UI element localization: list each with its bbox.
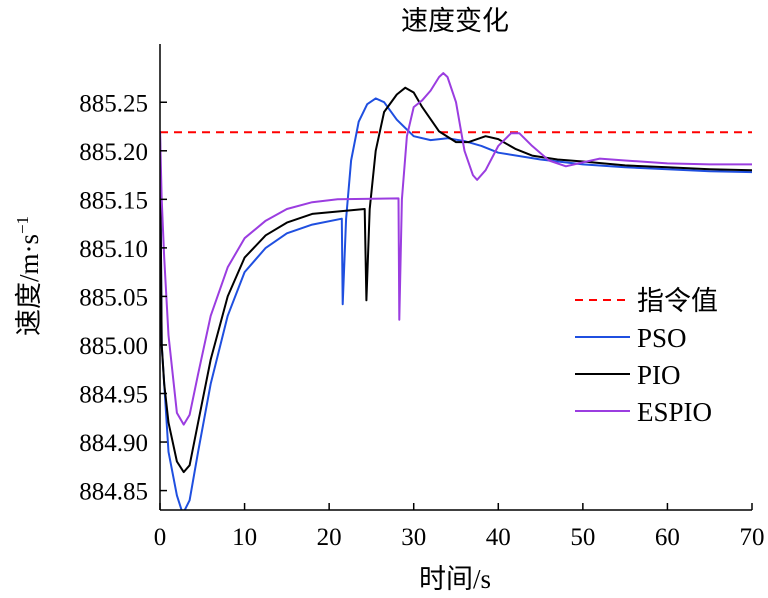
y-axis-label-main: 速度/m·s bbox=[14, 234, 44, 336]
y-tick-label: 884.90 bbox=[79, 430, 148, 457]
legend-label: 指令值 bbox=[637, 286, 718, 316]
y-axis-label: 速度/m·s−1 bbox=[13, 216, 44, 336]
legend: 指令值 PSO PIO ESPIO bbox=[575, 286, 718, 427]
legend-label: PSO bbox=[637, 323, 687, 353]
x-tick-label: 40 bbox=[486, 524, 511, 551]
series-line-PSO bbox=[160, 97, 753, 510]
y-tick-label: 885.05 bbox=[79, 284, 148, 311]
legend-label: ESPIO bbox=[637, 397, 712, 427]
y-tick-label: 885.20 bbox=[79, 139, 148, 166]
series-layer bbox=[160, 72, 753, 510]
series-line-PIO bbox=[160, 86, 753, 474]
x-axis-ticks: 0 10 20 30 40 50 60 70 bbox=[154, 503, 765, 551]
y-tick-label: 884.95 bbox=[79, 382, 148, 409]
x-axis-label: 时间/s bbox=[419, 564, 491, 594]
y-tick-label: 884.85 bbox=[79, 479, 148, 506]
x-tick-label: 0 bbox=[154, 524, 167, 551]
x-tick-label: 30 bbox=[401, 524, 426, 551]
x-tick-label: 50 bbox=[570, 524, 595, 551]
y-tick-label: 885.15 bbox=[79, 187, 148, 214]
y-tick-label: 885.00 bbox=[79, 333, 148, 360]
y-axis-label-superscript: −1 bbox=[13, 216, 32, 234]
y-axis-ticks: 884.85 884.90 884.95 885.00 885.05 885.10 885.… bbox=[79, 90, 167, 506]
x-tick-label: 60 bbox=[655, 524, 680, 551]
y-tick-label: 885.10 bbox=[79, 236, 148, 263]
legend-label: PIO bbox=[637, 360, 681, 390]
x-tick-label: 70 bbox=[740, 524, 765, 551]
x-tick-label: 20 bbox=[317, 524, 342, 551]
x-tick-label: 10 bbox=[232, 524, 257, 551]
series-line-ESPIO bbox=[160, 72, 752, 426]
chart-title: 速度变化 bbox=[401, 6, 509, 36]
y-tick-label: 885.25 bbox=[79, 90, 148, 117]
